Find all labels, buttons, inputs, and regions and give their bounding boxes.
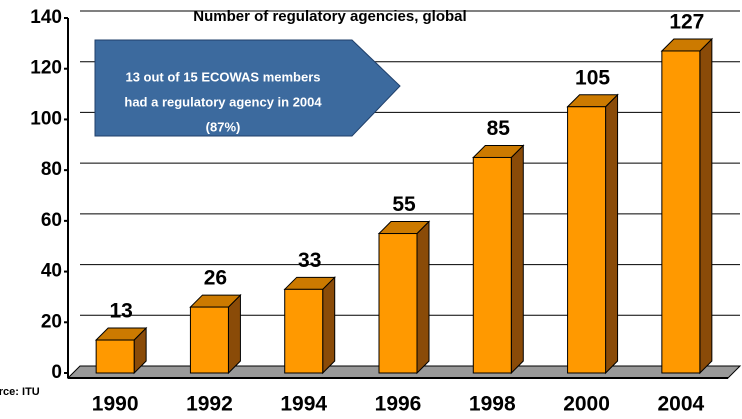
annotation: 13 out of 15 ECOWAS members had a regulat…	[94, 39, 401, 137]
annotation-arrow	[94, 39, 401, 137]
bar-front	[472, 156, 512, 374]
bar-side	[416, 220, 430, 375]
bar	[660, 37, 714, 375]
annotation-text: (87%)	[206, 119, 241, 134]
x-tick-label: 1994	[280, 393, 327, 416]
y-tick-label: 60	[41, 210, 62, 231]
bar-side	[510, 144, 524, 375]
bar-front	[284, 288, 324, 374]
value-label: 13	[109, 300, 132, 323]
x-tick-label: 1992	[186, 393, 233, 416]
bar	[283, 276, 336, 375]
y-tick-label: 0	[51, 362, 62, 383]
bar-side	[699, 37, 713, 375]
bar-front	[661, 50, 701, 374]
y-tick-label: 20	[41, 311, 62, 332]
x-tick-label: 1996	[375, 393, 422, 416]
value-label: 105	[575, 66, 610, 89]
bar-side	[227, 293, 241, 375]
annotation-text: 13 out of 15 ECOWAS members	[125, 69, 320, 84]
y-tick-label: 100	[30, 108, 62, 129]
annotation-text: had a regulatory agency in 2004	[124, 94, 322, 109]
y-tick-label: 80	[41, 159, 62, 180]
value-label: 26	[204, 267, 227, 290]
x-tick-label: 2004	[657, 393, 704, 416]
bar	[472, 144, 525, 375]
x-tick-label: 1990	[92, 393, 139, 416]
bar-side	[322, 276, 336, 375]
source: Source: ITU	[0, 386, 40, 398]
bar	[189, 293, 242, 375]
bar-front	[95, 339, 135, 374]
value-label: 33	[298, 249, 321, 272]
x-tick-label: 2000	[563, 393, 610, 416]
y-tick-label: 40	[41, 261, 62, 282]
bar-front	[189, 306, 229, 374]
bar	[377, 220, 431, 375]
y-tick-label: 120	[30, 58, 62, 79]
bar-side	[605, 93, 619, 375]
bar	[94, 326, 148, 375]
value-label: 127	[669, 11, 704, 34]
bar	[566, 93, 619, 375]
y-tick-label: 140	[30, 7, 62, 28]
bar-front	[378, 233, 418, 374]
value-label: 85	[487, 117, 511, 140]
bar-front	[567, 106, 607, 374]
chart-title: Number of regulatory agencies, global	[193, 8, 466, 25]
value-label: 55	[392, 193, 416, 216]
x-tick-label: 1998	[469, 393, 516, 416]
